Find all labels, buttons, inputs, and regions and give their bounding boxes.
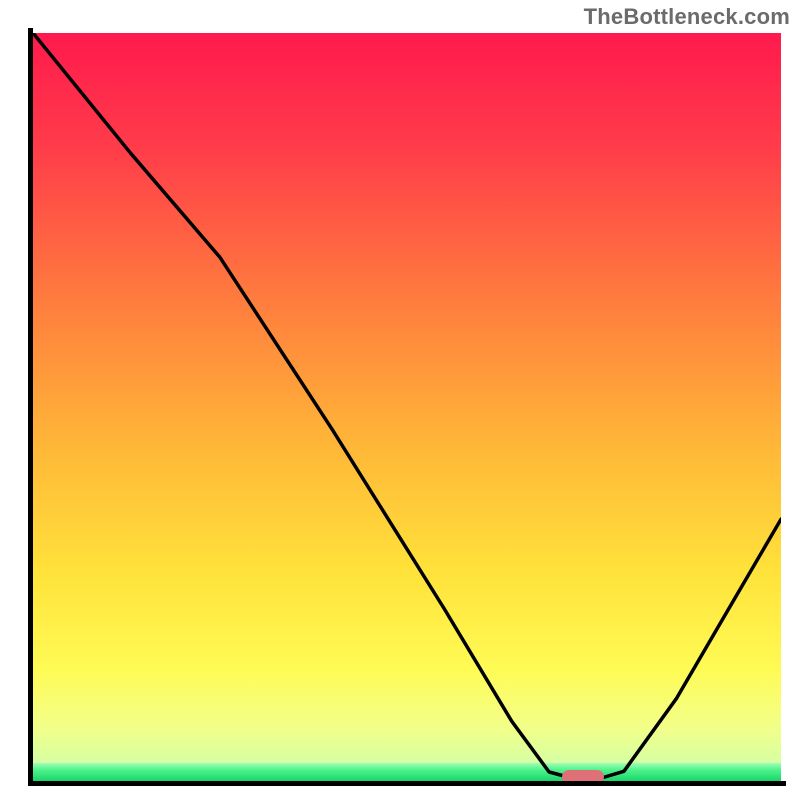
axis-x: [28, 781, 786, 786]
bottleneck-curve: [33, 33, 781, 781]
axis-y: [28, 28, 33, 786]
bottleneck-chart: TheBottleneck.com: [0, 0, 800, 800]
watermark-text: TheBottleneck.com: [584, 4, 790, 30]
plot-area: [33, 33, 781, 781]
